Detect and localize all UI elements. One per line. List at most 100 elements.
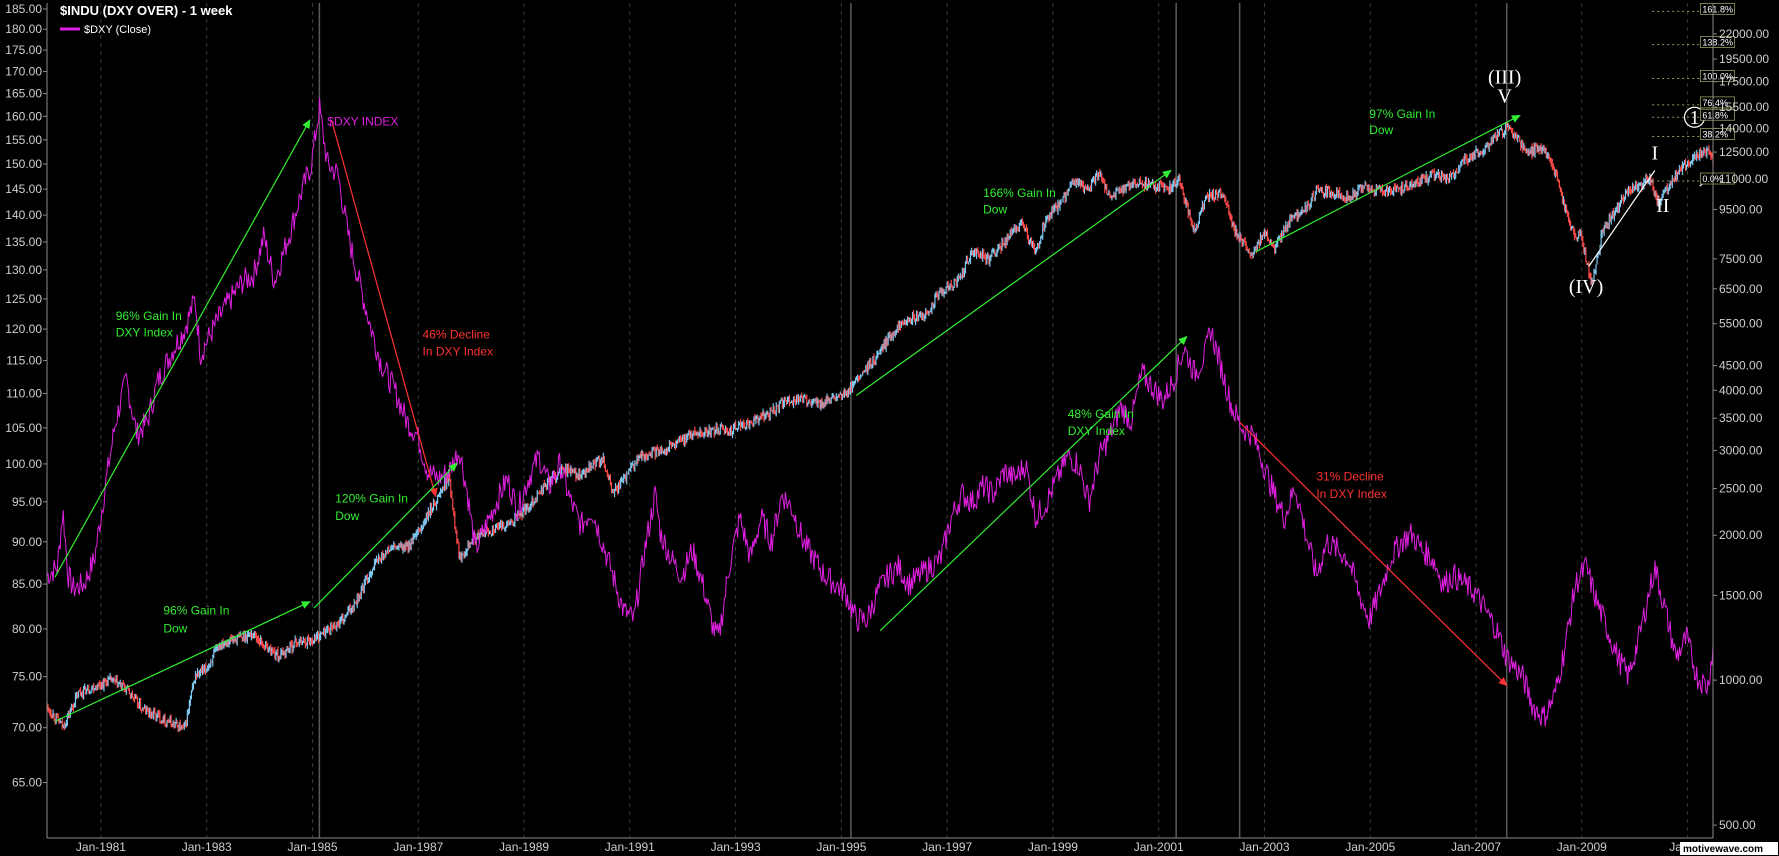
trend-arrow — [54, 119, 311, 578]
x-tick-label: Jan-1999 — [1028, 840, 1078, 854]
fib-label-box — [1700, 96, 1735, 109]
x-tick-label: Jan-2005 — [1345, 840, 1395, 854]
fib-label: 100.0% — [1702, 71, 1733, 81]
grid — [100, 3, 1689, 838]
brand-text: motivewave.com — [1683, 844, 1763, 855]
left-tick-label: 120.00 — [5, 322, 42, 336]
right-tick-label: 2500.00 — [1719, 482, 1763, 496]
right-tick-label: 9500.00 — [1719, 202, 1763, 216]
fib-label: 76.4% — [1702, 98, 1728, 108]
fib-label-box — [1700, 172, 1735, 185]
left-tick-label: 80.00 — [12, 622, 42, 636]
right-tick-label: 14000.00 — [1719, 121, 1769, 135]
right-tick-label: 17500.00 — [1719, 75, 1769, 89]
left-tick-label: 85.00 — [12, 577, 42, 591]
trend-arrow — [1239, 421, 1508, 687]
left-tick-label: 110.00 — [6, 386, 42, 400]
left-tick-label: 185.00 — [5, 2, 42, 16]
right-tick-label: 1000.00 — [1719, 673, 1763, 687]
trend-arrow — [313, 462, 458, 609]
brand-badge — [1680, 842, 1778, 855]
x-tick-label: Jan-1993 — [711, 840, 761, 854]
fib-label-box — [1700, 2, 1735, 15]
trend-arrow — [54, 601, 311, 722]
right-tick-label: 15500.00 — [1719, 100, 1769, 114]
legend-label: $DXY (Close) — [84, 24, 151, 36]
left-tick-label: 95.00 — [12, 495, 42, 509]
dxy-close-line — [46, 97, 1714, 727]
fibonacci-levels: 161.8%138.2%100.0%76.4%61.8%38.2%0.0% — [1652, 2, 1735, 185]
annotation-text: In DXY Index — [423, 344, 494, 358]
right-tick-label: 3000.00 — [1719, 443, 1763, 457]
x-tick-label: Jan-1995 — [816, 840, 866, 854]
left-tick-label: 145.00 — [5, 182, 42, 196]
annotation-text: DXY Index — [1068, 424, 1125, 438]
right-tick-label: 2000.00 — [1719, 528, 1763, 542]
annotation-text: 120% Gain In — [335, 492, 408, 506]
left-tick-label: 75.00 — [12, 670, 42, 684]
wave-line — [1588, 170, 1656, 267]
left-tick-label: 155.00 — [5, 133, 42, 147]
left-tick-label: 180.00 — [5, 22, 42, 36]
right-axis: 500.00 1000.00 1500.00 2000.00 2500.00 3000.0… — [1713, 27, 1769, 832]
wave-label: II — [1656, 195, 1669, 217]
trend-arrow — [1255, 114, 1521, 253]
fib-label-box — [1700, 36, 1735, 48]
dxy-series — [46, 97, 1714, 727]
annotation-text: Dow — [983, 203, 1007, 217]
annotation-text: 96% Gain In — [163, 603, 229, 617]
fib-label: 161.8% — [1702, 4, 1733, 14]
right-tick-label: 6500.00 — [1719, 282, 1763, 296]
annotation-text: Dow — [335, 509, 359, 523]
trend-arrow — [855, 169, 1172, 396]
vertical-markers — [318, 3, 1508, 838]
annotation-text: 97% Gain In — [1369, 107, 1435, 121]
wave-label: (III) — [1488, 66, 1521, 88]
fib-label: 38.2% — [1702, 129, 1728, 139]
trend-arrow — [330, 119, 438, 498]
trend-arrow — [879, 335, 1188, 632]
annotation-text: 31% Decline — [1316, 469, 1384, 483]
x-tick-label: Jan-1983 — [182, 840, 232, 854]
x-tick-label: Jan-1991 — [605, 840, 655, 854]
annotation-text: In DXY Index — [1316, 487, 1387, 501]
left-tick-label: 135.00 — [5, 235, 42, 249]
left-tick-label: 65.00 — [12, 775, 42, 789]
left-tick-label: 130.00 — [5, 263, 42, 277]
fib-label: 61.8% — [1702, 110, 1728, 120]
wave-label: 1 — [1689, 107, 1699, 129]
x-tick-label: Jan-1981 — [76, 840, 126, 854]
left-tick-label: 165.00 — [5, 87, 42, 101]
left-tick-label: 100.00 — [5, 457, 42, 471]
left-tick-label: 105.00 — [5, 421, 42, 435]
wave-label: V — [1497, 86, 1512, 108]
right-tick-label: 5500.00 — [1719, 317, 1763, 331]
right-tick-label: 12500.00 — [1719, 145, 1769, 159]
left-tick-label: 170.00 — [5, 65, 42, 79]
fib-label-box — [1700, 128, 1735, 140]
left-tick-label: 160.00 — [5, 109, 42, 123]
annotation-text: 48% Gain In — [1068, 407, 1134, 421]
wave-label: I — [1651, 143, 1658, 165]
chart-title: $INDU (DXY OVER) - 1 week — [60, 3, 233, 18]
annotation-text: Dow — [163, 622, 187, 636]
x-tick-label: Jan-1989 — [499, 840, 549, 854]
annotation-text: 96% Gain In — [116, 309, 182, 323]
right-tick-label: 11000.00 — [1719, 172, 1768, 186]
annotation-text: 46% Decline — [423, 327, 491, 341]
x-tick-label: Jan-1987 — [393, 840, 443, 854]
right-tick-label: 4500.00 — [1719, 359, 1763, 373]
left-axis: 65.00 70.00 75.00 80.00 85.00 90.00 95.00 100.0… — [5, 2, 47, 789]
left-tick-label: 125.00 — [5, 292, 42, 306]
right-tick-label: 22000.00 — [1719, 27, 1769, 41]
annotation-text: 166% Gain In — [983, 186, 1056, 200]
x-tick-label: Jan-2003 — [1239, 840, 1289, 854]
right-tick-label: 19500.00 — [1719, 52, 1769, 66]
annotation-text: DXY Index — [116, 326, 173, 340]
x-tick-label: Jan-2007 — [1451, 840, 1501, 854]
annotations: $DXY INDEX 96% Gain In DXY Index 46% Declin… — [54, 66, 1714, 722]
right-tick-label: 4000.00 — [1719, 383, 1763, 397]
fib-label: 138.2% — [1702, 38, 1733, 48]
